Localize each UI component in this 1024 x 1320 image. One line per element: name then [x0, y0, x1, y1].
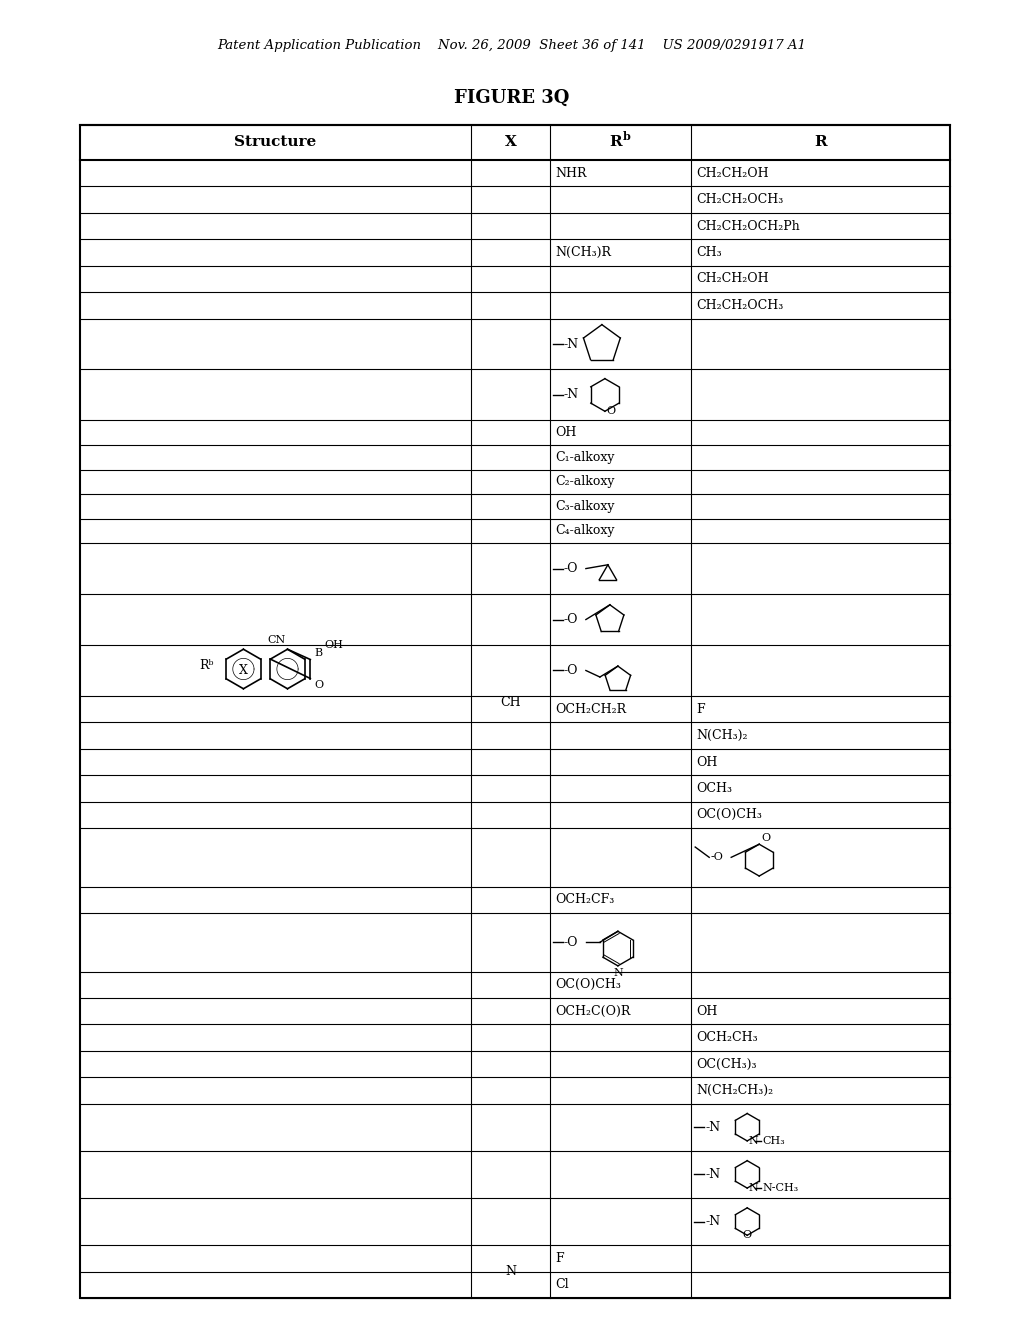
Text: b: b: [623, 131, 631, 143]
Text: N: N: [505, 1265, 516, 1278]
Text: OCH₂C(O)R: OCH₂C(O)R: [555, 1005, 630, 1018]
Text: OH: OH: [696, 1005, 718, 1018]
Text: Cl: Cl: [555, 1278, 568, 1291]
Text: Rᵇ: Rᵇ: [200, 659, 214, 672]
Text: CH₂CH₂OCH₃: CH₂CH₂OCH₃: [696, 298, 783, 312]
Text: X: X: [239, 664, 248, 677]
Text: F: F: [555, 1251, 563, 1265]
Text: N: N: [613, 968, 623, 978]
Text: OH: OH: [696, 755, 718, 768]
Text: OC(CH₃)₃: OC(CH₃)₃: [696, 1057, 757, 1071]
Text: OC(O)CH₃: OC(O)CH₃: [555, 978, 621, 991]
Text: -O: -O: [564, 612, 579, 626]
Text: -N: -N: [564, 338, 579, 351]
Text: N-CH₃: N-CH₃: [762, 1183, 799, 1193]
Text: CH: CH: [500, 696, 521, 709]
Text: -O: -O: [564, 562, 579, 576]
Text: -N: -N: [706, 1168, 720, 1181]
Text: -N: -N: [564, 388, 579, 401]
Text: R: R: [814, 136, 827, 149]
Text: CH₂CH₂OH: CH₂CH₂OH: [696, 166, 769, 180]
Text: F: F: [696, 702, 705, 715]
Text: -O: -O: [564, 936, 579, 949]
Text: -O: -O: [711, 853, 723, 862]
Text: OCH₂CH₃: OCH₂CH₃: [696, 1031, 758, 1044]
Text: O: O: [606, 407, 615, 416]
Text: B: B: [314, 648, 323, 657]
Text: N: N: [749, 1183, 758, 1193]
Text: Structure: Structure: [234, 136, 316, 149]
Bar: [80, 125, 950, 1298]
Text: O: O: [761, 833, 770, 843]
Text: OH: OH: [555, 426, 577, 440]
Text: OC(O)CH₃: OC(O)CH₃: [696, 808, 762, 821]
Text: CH₂CH₂OCH₃: CH₂CH₂OCH₃: [696, 193, 783, 206]
Text: O: O: [742, 1230, 752, 1241]
Text: Patent Application Publication    Nov. 26, 2009  Sheet 36 of 141    US 2009/0291: Patent Application Publication Nov. 26, …: [217, 38, 807, 51]
Text: O: O: [314, 681, 324, 690]
Text: R: R: [609, 136, 622, 149]
Text: OCH₃: OCH₃: [696, 781, 732, 795]
Text: -N: -N: [706, 1216, 720, 1228]
Text: C₃-alkoxy: C₃-alkoxy: [555, 500, 614, 512]
Text: CH₂CH₂OCH₂Ph: CH₂CH₂OCH₂Ph: [696, 219, 800, 232]
Text: CN: CN: [267, 635, 286, 645]
Text: N: N: [749, 1137, 758, 1146]
Text: CH₃: CH₃: [762, 1137, 785, 1146]
Text: N(CH₃)R: N(CH₃)R: [555, 246, 611, 259]
Text: N(CH₂CH₃)₂: N(CH₂CH₃)₂: [696, 1084, 773, 1097]
Text: OCH₂CF₃: OCH₂CF₃: [555, 894, 614, 907]
Text: -N: -N: [706, 1121, 720, 1134]
Text: CH₃: CH₃: [696, 246, 722, 259]
Text: N(CH₃)₂: N(CH₃)₂: [696, 729, 748, 742]
Text: C₂-alkoxy: C₂-alkoxy: [555, 475, 614, 488]
Text: OCH₂CH₂R: OCH₂CH₂R: [555, 702, 626, 715]
Text: OH: OH: [325, 639, 343, 649]
Text: C₄-alkoxy: C₄-alkoxy: [555, 524, 614, 537]
Text: -O: -O: [564, 664, 579, 677]
Text: C₁-alkoxy: C₁-alkoxy: [555, 450, 614, 463]
Text: NHR: NHR: [555, 166, 587, 180]
Text: FIGURE 3Q: FIGURE 3Q: [455, 88, 569, 107]
Text: X: X: [505, 136, 516, 149]
Text: CH₂CH₂OH: CH₂CH₂OH: [696, 272, 769, 285]
